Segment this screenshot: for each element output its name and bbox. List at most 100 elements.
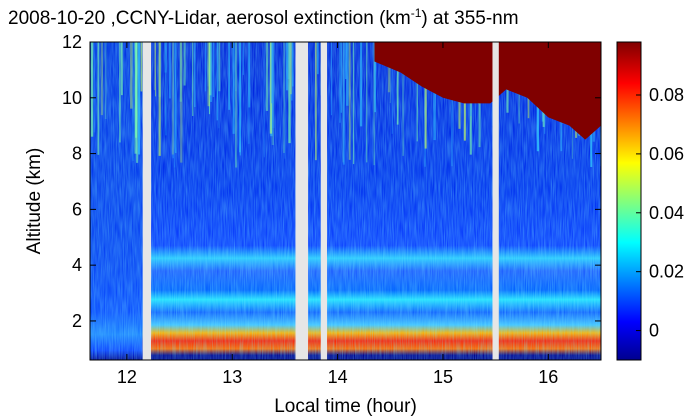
signal-streak <box>242 42 244 75</box>
signal-streak <box>272 42 275 129</box>
colorbar-tick-label: 0.02 <box>649 262 684 282</box>
signal-streak <box>344 42 347 80</box>
chart-title-suffix: ) at 355-nm <box>421 8 518 29</box>
signal-streak <box>271 42 274 104</box>
signal-streak <box>174 42 177 154</box>
signal-streak <box>194 42 196 107</box>
x-tick-label: 12 <box>117 367 137 387</box>
signal-streak <box>291 42 293 101</box>
signal-streak <box>373 42 375 166</box>
x-axis: 12 13 14 15 16 <box>117 42 558 387</box>
signal-streak <box>192 42 194 117</box>
signal-streak <box>391 42 393 134</box>
signal-streak <box>218 42 220 129</box>
x-tick-label: 14 <box>328 367 348 387</box>
signal-streak <box>218 42 221 92</box>
signal-streak <box>179 42 182 102</box>
signal-streak <box>172 42 175 159</box>
x-axis-label: Local time (hour) <box>274 396 417 417</box>
data-gap <box>492 42 499 360</box>
heatmap-noise-texture <box>90 42 601 360</box>
signal-streak <box>204 42 207 92</box>
y-axis-label: Altitude (km) <box>24 148 45 255</box>
signal-streak <box>283 42 285 154</box>
signal-streak <box>338 42 341 123</box>
signal-streak <box>174 42 176 168</box>
signal-streak <box>100 42 103 116</box>
cloud-region <box>374 42 601 140</box>
signal-streak <box>316 42 319 75</box>
signal-streak <box>269 42 272 134</box>
x-tick-label: 16 <box>538 367 558 387</box>
signal-streak <box>265 42 269 111</box>
y-tick-label: 4 <box>72 255 82 275</box>
colorbar-axis: 0 0.02 0.04 0.06 0.08 <box>636 85 684 341</box>
signal-streak <box>292 42 294 87</box>
data-gap <box>320 42 328 360</box>
chart-title-prefix: 2008-10-20 ,CCNY-Lidar, aerosol extincti… <box>8 8 411 29</box>
signal-streak <box>228 42 230 110</box>
signal-streak <box>284 42 286 159</box>
signal-streak <box>132 42 134 161</box>
signal-streak <box>285 42 289 91</box>
signal-streak <box>140 42 143 92</box>
signal-streak <box>207 42 209 87</box>
signal-streak <box>120 42 123 96</box>
signal-streak <box>130 42 133 109</box>
x-tick-label: 13 <box>222 367 242 387</box>
signal-streak <box>165 42 167 136</box>
signal-streak <box>424 42 427 149</box>
heatmap-plot-area <box>90 42 601 360</box>
y-tick-label: 2 <box>72 311 82 331</box>
signal-streak <box>402 42 404 156</box>
y-axis: 2 4 6 8 10 12 <box>62 32 601 331</box>
colorbar-tick-label: 0.06 <box>649 144 684 164</box>
y-tick-label: 6 <box>72 199 82 219</box>
signal-streak <box>342 42 345 165</box>
signal-streak <box>158 42 161 156</box>
signal-streak <box>366 42 368 163</box>
y-tick-label: 12 <box>62 32 82 52</box>
signal-streak <box>340 42 342 113</box>
signal-streak <box>207 42 210 107</box>
signal-streak <box>359 42 363 127</box>
signal-streak <box>164 42 167 73</box>
signal-streak <box>290 42 292 95</box>
colorbar-tick-label: 0 <box>649 321 659 341</box>
signal-streak <box>247 42 250 144</box>
signal-streak <box>212 42 215 97</box>
colorbar <box>616 41 642 361</box>
colorbar-tick-label: 0.08 <box>649 85 684 105</box>
chart-title: 2008-10-20 ,CCNY-Lidar, aerosol extincti… <box>8 6 519 29</box>
signal-streak <box>90 42 94 137</box>
signal-streak <box>183 42 186 86</box>
data-gaps <box>142 42 499 360</box>
signal-streak <box>396 42 399 125</box>
signal-streak <box>216 42 218 121</box>
signal-streak <box>180 42 183 163</box>
signal-streak <box>374 42 376 113</box>
signal-streak <box>416 42 418 142</box>
signal-streak <box>119 42 121 143</box>
signal-streak <box>168 42 171 99</box>
signal-streak <box>104 42 107 120</box>
signal-streak <box>97 42 100 155</box>
signal-streak <box>346 42 349 106</box>
signal-streak <box>155 42 157 97</box>
signal-streak <box>93 42 96 133</box>
x-tick-label: 15 <box>433 367 453 387</box>
signal-streak <box>235 42 238 168</box>
chart-title-superscript: -1 <box>411 6 422 20</box>
signal-streak <box>208 42 212 96</box>
signal-streak <box>171 42 174 155</box>
signal-streak <box>239 42 241 153</box>
signal-streak <box>314 42 317 161</box>
signal-streak <box>451 42 453 167</box>
signal-streak <box>389 42 391 103</box>
signal-streak <box>153 42 156 91</box>
y-tick-label: 8 <box>72 144 82 164</box>
data-gap <box>142 42 152 360</box>
signal-streak <box>135 42 138 138</box>
